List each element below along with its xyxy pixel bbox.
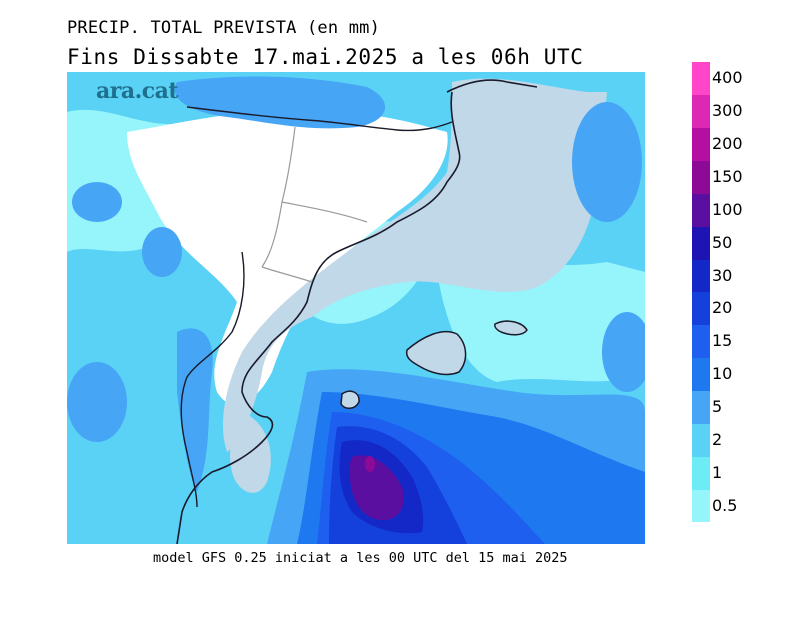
ara-cat-logo: ara.cat	[96, 78, 179, 104]
legend-label: 30	[712, 265, 733, 285]
legend-swatch	[692, 160, 710, 194]
legend-swatch	[692, 62, 710, 96]
legend-label: 300	[712, 101, 743, 121]
blue-patch-north	[174, 76, 386, 129]
legend-swatch	[692, 390, 710, 424]
border-france-spain	[186, 106, 453, 132]
dry-sea-region	[222, 78, 608, 453]
legend-label: 100	[712, 199, 743, 219]
legend-swatch	[692, 259, 710, 293]
island-menorca	[494, 320, 528, 336]
blue-patch-nw	[72, 182, 122, 222]
legend-swatch	[692, 357, 710, 392]
legend-swatch	[692, 489, 710, 523]
precip-system-peak	[365, 456, 375, 472]
precipitation-legend	[692, 62, 710, 523]
island-ibiza	[340, 390, 360, 409]
precip-system-core	[349, 455, 404, 521]
regional-boundaries	[261, 126, 368, 283]
light-band-east	[437, 262, 645, 382]
blue-strip-coast	[177, 328, 213, 492]
coastline	[176, 79, 538, 544]
legend-label: 5	[712, 397, 723, 416]
border-portugal	[180, 251, 245, 508]
legend-label: 50	[712, 232, 733, 252]
map-subtitle: Fins Dissabte 17.mai.2025 a les 06h UTC	[67, 45, 584, 69]
legend-swatch	[692, 423, 710, 457]
legend-label: 1	[712, 462, 723, 482]
model-caption: model GFS 0.25 iniciat a les 00 UTC del …	[153, 550, 568, 566]
map-title: PRECIP. TOTAL PREVISTA (en mm)	[67, 18, 381, 38]
legend-label: 400	[712, 68, 743, 88]
legend-swatch	[692, 292, 710, 326]
legend-label: 0.5	[712, 495, 738, 515]
legend-label: 15	[712, 331, 733, 351]
legend-swatch	[692, 324, 710, 359]
legend-label: 2	[712, 429, 723, 449]
legend-swatch	[692, 127, 710, 162]
precipitation-map	[67, 72, 645, 544]
legend-swatch	[692, 456, 710, 490]
legend-label: 200	[712, 134, 743, 154]
blue-patch-w	[142, 227, 182, 277]
blue-patch-e	[602, 312, 645, 392]
legend-label: 150	[712, 167, 743, 186]
legend-label: 10	[712, 364, 733, 384]
legend-swatch	[692, 193, 710, 227]
legend-label: 20	[712, 298, 733, 318]
legend-swatch	[692, 226, 710, 260]
blue-patch-sw	[67, 362, 127, 442]
blue-patch-ne	[572, 102, 642, 222]
legend-swatch	[692, 94, 710, 129]
island-mallorca	[405, 330, 467, 376]
dry-land-region	[127, 109, 448, 405]
